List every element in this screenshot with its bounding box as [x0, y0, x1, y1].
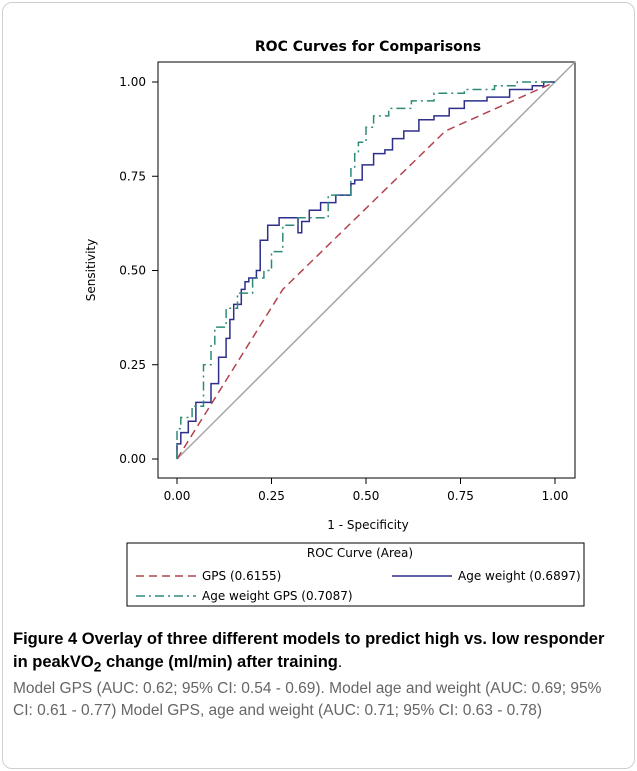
reference-diagonal-group	[176, 61, 576, 460]
y-axis-label: Sensitivity	[84, 239, 98, 301]
figure-caption: Figure 4 Overlay of three different mode…	[13, 628, 618, 722]
x-tick-label: 0.25	[258, 489, 285, 503]
x-axis-ticks: 0.00 0.25 0.50 0.75 1.00	[164, 478, 569, 503]
reference-diagonal-line	[176, 61, 576, 460]
caption-heading-text: Overlay of three different models to pre…	[13, 630, 605, 671]
x-tick-label: 0.50	[353, 489, 380, 503]
caption-heading-subscript: 2	[93, 659, 102, 675]
legend-box	[126, 542, 585, 607]
y-tick-label: 0.00	[119, 452, 146, 466]
y-tick-label: 0.75	[119, 169, 146, 183]
x-tick-label: 0.75	[447, 489, 474, 503]
x-axis-label: 1 - Specificity	[327, 518, 408, 532]
series-layer	[176, 81, 556, 460]
caption-heading-text-end: change (ml/min) after training	[101, 653, 338, 671]
figure-label: Figure 4	[13, 630, 78, 648]
chart-title: ROC Curves for Comparisons	[255, 39, 481, 55]
series-line-2	[176, 81, 555, 459]
legend-label-age-weight: Age weight (0.6897)	[458, 569, 581, 583]
roc-chart: ROC Curves for Comparisons 0.00 0.25 0.50 0…	[84, 39, 585, 607]
caption-heading: Figure 4 Overlay of three different mode…	[13, 630, 605, 675]
legend-label-age-weight-gps: Age weight GPS (0.7087)	[202, 589, 353, 603]
x-tick-label: 0.00	[164, 489, 191, 503]
caption-heading-period: .	[337, 654, 343, 671]
y-tick-label: 1.00	[119, 75, 146, 89]
series-line-1	[176, 81, 555, 459]
y-tick-label: 0.50	[119, 264, 146, 278]
y-tick-label: 0.25	[119, 358, 146, 372]
legend-label-gps: GPS (0.6155)	[202, 569, 281, 583]
legend: ROC Curve (Area) GPS (0.6155) Age weight…	[126, 542, 585, 607]
y-axis-ticks: 0.00 0.25 0.50 0.75 1.00	[119, 75, 158, 466]
caption-body: Model GPS (AUC: 0.62; 95% CI: 0.54 - 0.6…	[13, 680, 602, 720]
x-tick-label: 1.00	[542, 489, 569, 503]
legend-title: ROC Curve (Area)	[307, 546, 413, 560]
series-line-0	[176, 81, 556, 460]
